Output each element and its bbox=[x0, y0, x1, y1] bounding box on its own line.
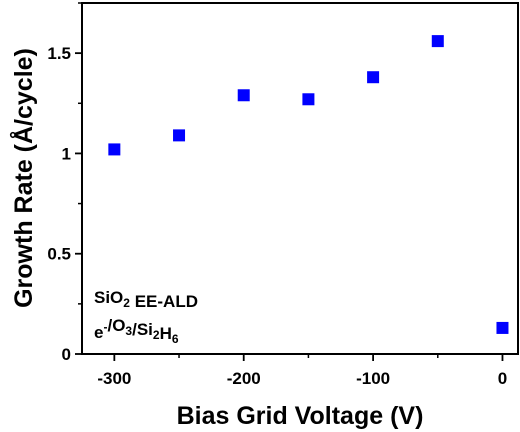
y-tick-label: 1 bbox=[62, 144, 71, 163]
y-tick-label: 1.5 bbox=[47, 44, 71, 63]
data-point bbox=[108, 143, 121, 156]
annotation-material: SiO2 EE-ALD bbox=[94, 288, 198, 311]
x-tick-label: 0 bbox=[498, 369, 507, 388]
data-points bbox=[108, 35, 509, 334]
data-point bbox=[367, 71, 380, 84]
x-tick-label: -100 bbox=[356, 369, 390, 388]
annotation-precursors: e-/O3/Si2H6 bbox=[94, 316, 179, 346]
y-axis-ticks: 0 0.5 1 1.5 bbox=[47, 2, 82, 364]
data-point bbox=[302, 93, 315, 106]
y-tick-label: 0.5 bbox=[47, 245, 71, 264]
y-tick-label: 0 bbox=[62, 345, 71, 364]
x-tick-label: -300 bbox=[97, 369, 131, 388]
x-axis-title: Bias Grid Voltage (V) bbox=[177, 402, 424, 430]
plot-frame bbox=[81, 2, 519, 355]
y-axis-title: Growth Rate (Å/cycle) bbox=[9, 48, 38, 308]
data-point bbox=[237, 89, 250, 102]
x-axis-ticks: -300 -200 -100 0 bbox=[97, 354, 507, 388]
data-point bbox=[173, 129, 186, 142]
x-tick-label: -200 bbox=[227, 369, 261, 388]
data-point bbox=[496, 321, 509, 334]
data-point bbox=[431, 35, 444, 48]
